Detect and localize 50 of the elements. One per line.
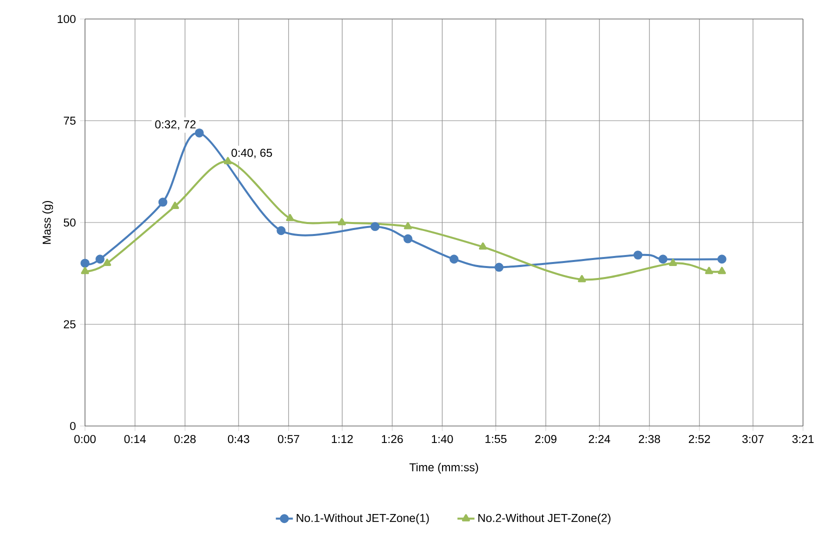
annotation: 0:32, 72 xyxy=(155,120,196,130)
x-tick-label: 3:07 xyxy=(742,435,764,444)
x-tick-label: 2:52 xyxy=(688,435,710,444)
point xyxy=(717,254,726,264)
x-tick-label: 1:12 xyxy=(332,435,353,443)
x-tick-label: 3:21 xyxy=(792,435,814,444)
point xyxy=(450,254,458,264)
point xyxy=(171,202,180,209)
x-tick-label: 0:00 xyxy=(74,435,96,444)
point xyxy=(224,156,232,164)
point xyxy=(370,222,380,232)
y-tick-label: 0 xyxy=(70,422,76,430)
y-tick-label: 100 xyxy=(58,14,76,24)
legend-label: No.2-Without JET-Zone(2) xyxy=(478,514,610,524)
x-tick-label: 0:14 xyxy=(124,435,146,444)
x-tick-label: 1:55 xyxy=(486,435,506,443)
x-tick-label: 2:24 xyxy=(588,435,610,443)
point xyxy=(286,214,294,222)
point xyxy=(158,198,168,207)
y-tick-label: 50 xyxy=(64,218,76,227)
y-tick-label: 75 xyxy=(64,116,76,125)
annotation: 0:40, 65 xyxy=(232,148,272,158)
point xyxy=(194,128,204,138)
point xyxy=(668,258,677,266)
point xyxy=(338,218,346,226)
point xyxy=(404,222,412,230)
point xyxy=(276,226,286,236)
x-tick-label: 0:28 xyxy=(174,435,196,444)
point xyxy=(705,266,714,274)
point xyxy=(718,266,726,274)
point xyxy=(658,254,668,264)
y-axis-title: Mass (g) xyxy=(42,200,54,244)
x-tick-label: 1:26 xyxy=(382,435,403,444)
x-tick-label: 2:38 xyxy=(638,435,660,444)
x-axis-title: Time (mm:ss) xyxy=(409,462,478,474)
x-tick-label: 1:40 xyxy=(432,435,453,444)
x-tick-label: 0:57 xyxy=(278,435,300,444)
x-tick-label: 2:09 xyxy=(535,435,556,444)
x-tick-label: 0:43 xyxy=(228,435,250,444)
point xyxy=(403,234,412,244)
point xyxy=(96,254,104,264)
point xyxy=(478,242,487,250)
point xyxy=(80,258,90,268)
point xyxy=(80,266,90,274)
point xyxy=(103,258,112,266)
legend-label: No.1-Without JET-Zone(1) xyxy=(296,514,429,524)
point xyxy=(633,250,642,260)
point xyxy=(494,262,504,272)
point xyxy=(578,274,586,282)
y-tick-label: 25 xyxy=(64,320,76,328)
